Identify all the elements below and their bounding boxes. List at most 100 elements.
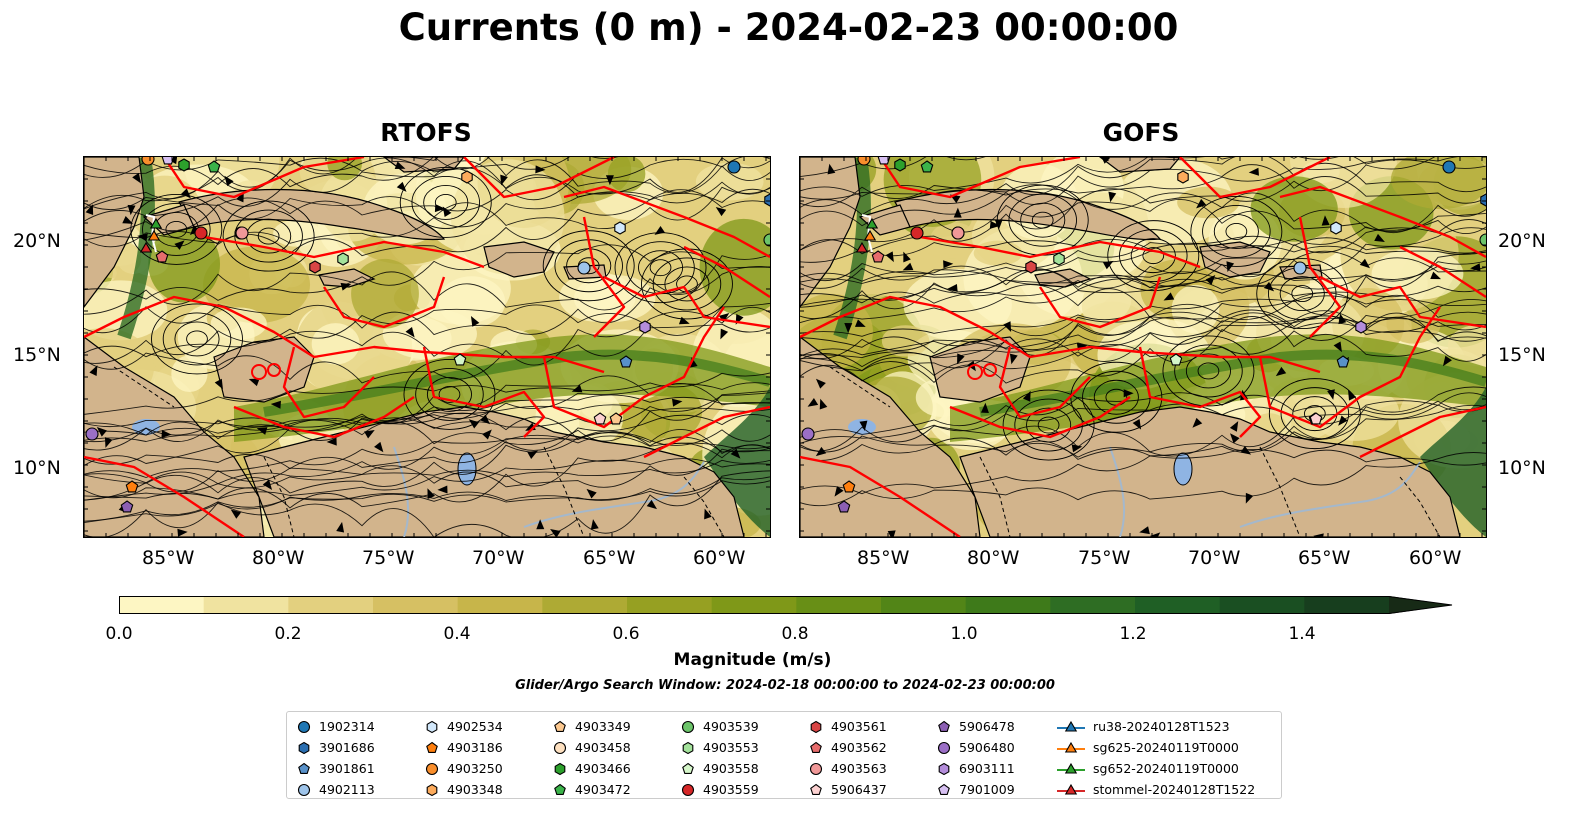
legend-label: 4903563	[831, 761, 887, 776]
legend-symbol	[297, 720, 311, 733]
streamline	[84, 244, 770, 301]
eddy-streamline	[1256, 258, 1349, 330]
flow-arrow	[1275, 366, 1287, 377]
eez-boundary	[1179, 157, 1331, 199]
flow-arrow	[550, 529, 561, 537]
lon-label-80w-right: 80°W	[967, 547, 1020, 569]
legend-label: 4903348	[447, 782, 503, 797]
legend-marker-icon	[682, 762, 694, 774]
flow-arrow	[1139, 526, 1150, 535]
float-marker-4902534	[614, 221, 626, 235]
eddy-streamline	[566, 248, 612, 284]
legend-item: 4903186	[425, 737, 503, 758]
eddy-streamline	[130, 193, 223, 265]
flow-arrow	[536, 519, 545, 530]
streamline	[800, 312, 1486, 384]
eddy-streamline	[1213, 214, 1259, 249]
eddy-streamline	[151, 303, 243, 375]
float-marker-5906437	[1309, 412, 1323, 425]
colorbar-segment	[965, 596, 1051, 614]
flow-arrow	[364, 430, 375, 439]
flow-arrow	[480, 414, 490, 425]
flow-arrow	[704, 508, 712, 520]
eddy-streamline	[1008, 193, 1077, 247]
streamline	[800, 227, 1486, 289]
flow-arrow	[859, 420, 868, 432]
legend-item: sg652-20240119T0000	[1057, 758, 1255, 779]
colorbar-segment	[119, 596, 205, 614]
eddy-streamline	[1130, 238, 1176, 274]
flow-arrow	[887, 530, 896, 537]
eddy-streamline	[438, 385, 461, 403]
streamline	[84, 157, 490, 188]
flow-arrow	[1100, 157, 1111, 164]
map-gofs[interactable]	[799, 156, 1487, 538]
float-marker-4902534	[1330, 221, 1342, 235]
eddy-streamline	[637, 250, 684, 286]
eez-boundary	[1138, 346, 1262, 438]
flow-arrow	[827, 163, 836, 175]
legend-symbol	[297, 783, 311, 796]
flow-arrow	[720, 328, 729, 340]
eddy-streamline	[1174, 344, 1243, 398]
streamline	[84, 458, 770, 500]
colorbar-segment	[288, 596, 374, 614]
colorbar-segment	[457, 596, 543, 614]
colorbar-tick-3: 0.6	[612, 624, 640, 644]
legend-symbol	[938, 720, 950, 732]
colorbar-segment	[203, 596, 289, 614]
flow-arrow	[396, 181, 407, 192]
flow-arrow	[1205, 274, 1216, 285]
eddy-streamline	[1142, 247, 1165, 265]
float-marker-5906480	[85, 427, 99, 441]
legend-label: 4903349	[575, 719, 631, 734]
legend-label: 4903466	[575, 761, 631, 776]
eddy-streamline	[1190, 196, 1283, 267]
lon-label-60w-left: 60°W	[693, 547, 746, 569]
float-marker-4903563	[951, 226, 965, 240]
flow-arrow	[482, 429, 492, 440]
legend-item: 5906480	[937, 737, 1015, 758]
flow-arrow	[605, 175, 614, 186]
legend-symbol	[681, 720, 695, 733]
eez-boundary	[84, 295, 605, 374]
eez-boundary	[800, 455, 961, 537]
float-marker-4903553	[1053, 252, 1065, 266]
flow-arrow	[815, 446, 827, 457]
legend-marker-icon	[937, 741, 951, 754]
eddy-streamline	[174, 321, 220, 357]
speed-patch	[1171, 284, 1220, 334]
legend-symbol	[681, 783, 695, 796]
flow-arrow	[326, 437, 337, 446]
river-magdalena	[1109, 446, 1126, 537]
legend-item: 4903250	[425, 758, 503, 779]
legend-label: 4903472	[575, 782, 631, 797]
streamline	[84, 306, 770, 384]
legend-marker-icon	[1057, 741, 1085, 753]
lon-label-65w-left: 65°W	[583, 547, 636, 569]
legend-item: 6903111	[937, 758, 1015, 779]
legend-label: 4903539	[703, 719, 759, 734]
legend-marker-icon	[425, 762, 439, 775]
country-borders	[829, 366, 1441, 537]
streamline	[84, 447, 770, 501]
lat-label-15n-left: 15°N	[13, 344, 61, 366]
flow-arrow	[89, 365, 98, 377]
flow-arrow	[122, 215, 134, 224]
land-south-america	[959, 406, 1461, 537]
flow-arrow	[1248, 167, 1259, 176]
legend-marker-icon	[938, 762, 950, 775]
flow-arrow	[1470, 263, 1481, 272]
legend-item: 4902113	[297, 779, 375, 800]
flow-arrow	[1196, 198, 1207, 209]
eez-boundary	[163, 157, 365, 199]
legend-symbol	[553, 741, 567, 754]
lat-label-20n-left: 20°N	[13, 230, 61, 252]
flow-arrow	[468, 419, 480, 429]
flow-arrow	[1108, 191, 1117, 203]
legend-marker-icon	[553, 741, 567, 754]
map-rtofs[interactable]	[83, 156, 771, 538]
streamline	[84, 412, 770, 467]
streamline	[84, 304, 770, 358]
legend-label: sg652-20240119T0000	[1093, 761, 1239, 776]
